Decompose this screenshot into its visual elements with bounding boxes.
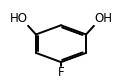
Text: HO: HO [10,12,27,25]
Text: OH: OH [95,12,112,25]
Text: F: F [58,66,64,79]
